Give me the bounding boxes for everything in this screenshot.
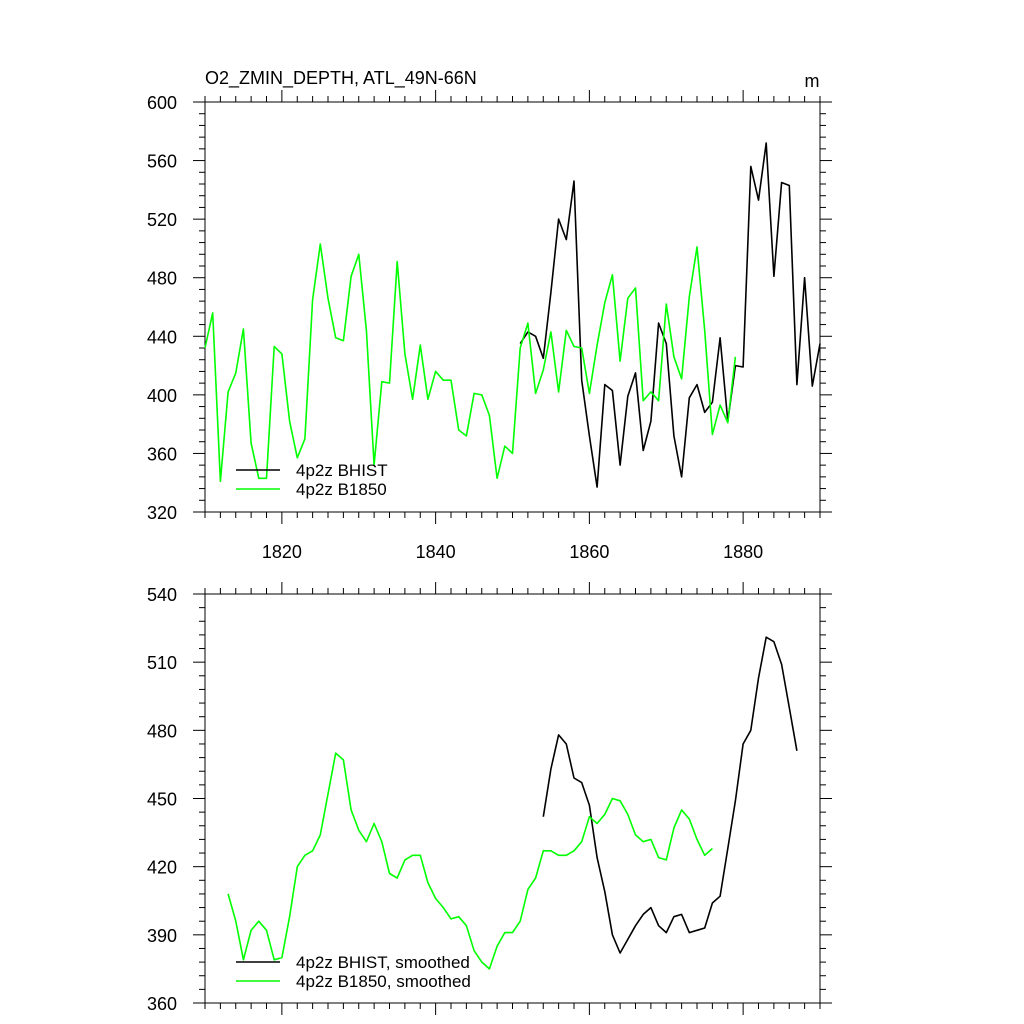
x-tick-label: 1880 <box>723 542 763 562</box>
y-tick-label: 320 <box>147 503 177 523</box>
chart-title: O2_ZMIN_DEPTH, ATL_49N-66N <box>205 68 477 89</box>
y-tick-label: 480 <box>147 721 177 741</box>
legend-label: 4p2z BHIST <box>296 461 388 480</box>
legend-label: 4p2z BHIST, smoothed <box>296 953 470 972</box>
x-tick-label: 1820 <box>262 542 302 562</box>
x-tick-label: 1840 <box>416 542 456 562</box>
top-panel: 320 360 400 440 480 520 560 600 1820 1840 1860 1880… <box>147 68 832 562</box>
y-tick-label: 440 <box>147 327 177 347</box>
y-tick-label: 360 <box>147 994 177 1014</box>
y-tick-label: 600 <box>147 93 177 113</box>
y-tick-label: 540 <box>147 585 177 605</box>
y-tick-label: 400 <box>147 386 177 406</box>
x-tick-label: 1860 <box>569 542 609 562</box>
y-tick-label: 480 <box>147 269 177 289</box>
bottom-panel: 360 390 420 450 480 510 540 4p2z BHIST, smoothe… <box>147 582 832 1015</box>
y-tick-label: 560 <box>147 152 177 172</box>
series-line-0 <box>519 142 821 488</box>
y-tick-label: 520 <box>147 210 177 230</box>
plot-frame <box>204 593 821 1004</box>
y-tick-label: 450 <box>147 790 177 810</box>
series-line-1 <box>227 752 713 970</box>
legend-label: 4p2z B1850 <box>296 480 387 499</box>
y-tick-label: 390 <box>147 926 177 946</box>
y-tick-label: 360 <box>147 444 177 464</box>
y-tick-label: 510 <box>147 653 177 673</box>
units-label: m <box>805 71 820 91</box>
series-line-0 <box>542 636 798 954</box>
series-line-1 <box>204 243 737 483</box>
y-tick-label: 420 <box>147 858 177 878</box>
legend-label: 4p2z B1850, smoothed <box>296 972 471 991</box>
